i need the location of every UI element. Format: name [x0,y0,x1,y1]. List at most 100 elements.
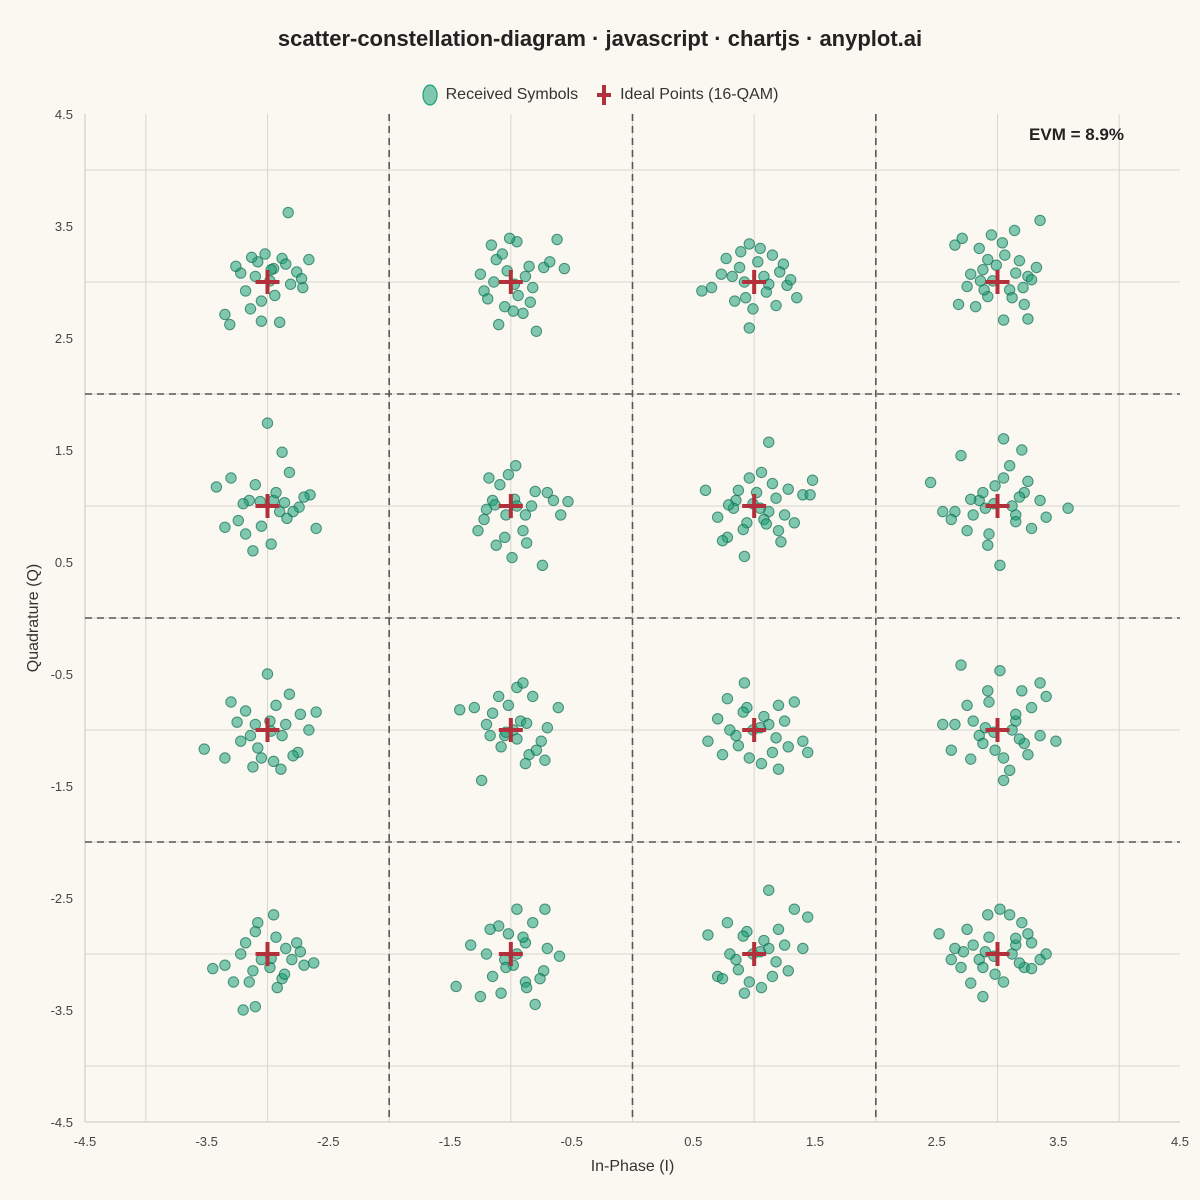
received-symbol-point [967,715,979,727]
received-symbol-point [1006,291,1018,304]
received-symbol-point [482,293,494,305]
received-symbol-point [280,942,292,955]
received-symbol-point [267,755,280,768]
received-symbol-point [517,677,529,689]
legend-label-received: Received Symbols [445,86,579,103]
received-symbol-point [249,479,262,491]
received-symbol-point [772,524,785,537]
received-symbol-point [1062,502,1074,514]
received-symbol-point [982,909,994,921]
received-symbol-point [524,296,536,308]
received-symbol-point [997,472,1010,484]
received-symbol-point [782,483,794,495]
received-symbol-point [1010,932,1022,945]
received-symbol-point [711,713,724,725]
received-symbol-point [997,433,1010,445]
legend-ideal-marker [597,85,612,105]
received-symbol-point [270,931,282,943]
received-symbol-point [551,233,563,246]
received-symbol-point [502,699,515,712]
received-symbol-point [997,774,1010,787]
received-symbol-point [527,916,539,929]
received-symbol-point [520,981,533,994]
received-symbol-point [945,513,957,526]
received-symbol-point [270,486,282,499]
received-symbol-point [454,704,466,716]
received-symbol-point [758,710,770,723]
received-symbol-point [259,248,271,260]
received-symbol-point [716,748,729,761]
received-symbol-point [1040,690,1052,703]
received-symbol-point [520,537,533,549]
received-symbol-point [529,998,541,1011]
received-symbol-point [478,513,490,526]
received-symbol-point [983,696,995,708]
received-symbol-point [755,981,768,994]
received-symbol-point [539,903,551,915]
received-symbol-point [298,959,310,971]
received-symbol-point [310,706,322,718]
received-symbol-point [472,524,484,537]
received-symbol-point [716,972,729,985]
legend-label-ideal: Ideal Points (16-QAM) [620,86,779,103]
received-symbol-point [512,289,524,302]
received-symbol-point [705,281,718,294]
received-symbol-point [247,761,259,773]
received-symbol-point [961,699,973,712]
received-symbol-point [985,229,998,241]
received-symbol-point [555,509,567,521]
received-symbol-point [278,496,291,509]
received-symbol-point [738,677,751,689]
received-symbol-point [983,528,995,540]
received-symbol-point [298,491,310,503]
received-symbol-point [519,270,532,283]
x-tick-label: 1.5 [806,1134,824,1149]
received-symbol-point [303,253,315,266]
received-symbol-point [503,232,516,245]
received-symbol-point [541,722,554,734]
received-symbol-point [743,976,755,988]
received-symbol-point [937,718,949,731]
evm-annotation: EVM = 8.9% [1029,125,1124,144]
legend-item-received[interactable]: Received Symbols [422,84,579,106]
received-symbol-point [239,937,252,949]
received-symbol-point [994,903,1006,915]
received-symbol-point [506,551,518,564]
received-symbol-point [1050,735,1062,747]
received-symbol-point [539,754,551,766]
received-symbol-point [989,744,1001,756]
ideal-point-marker [255,718,280,742]
received-symbol-point [249,718,262,731]
received-symbol-point [738,550,751,563]
received-symbol-point [961,524,973,537]
received-symbol-point [721,692,734,705]
x-tick-label: 3.5 [1049,1134,1067,1149]
received-symbol-point [494,479,506,491]
received-symbol-point [284,278,297,290]
received-symbol-point [544,256,556,268]
received-symbol-point [249,270,262,283]
received-symbol-point [558,262,571,275]
ideal-point-marker [255,270,280,294]
ideal-point-marker [742,718,767,742]
received-symbol-point [770,956,782,968]
received-symbol-point [977,961,989,974]
received-symbol-point [230,260,242,273]
received-symbol-point [924,476,937,489]
received-symbol-point [1016,444,1028,456]
received-symbol-point [1030,261,1043,274]
received-symbol-point [252,916,264,929]
received-symbol-point [492,920,505,932]
received-symbol-point [772,763,785,775]
received-symbol-point [969,300,982,313]
received-symbol-point [492,690,505,703]
received-symbol-point [464,939,477,951]
received-symbol-point [955,961,967,974]
received-symbol-point [273,505,286,518]
received-symbol-point [520,717,533,729]
received-symbol-point [235,948,247,960]
legend-item-ideal[interactable]: Ideal Points (16-QAM) [596,84,778,106]
received-symbol-point [489,499,501,511]
ideal-point-marker [498,942,523,966]
